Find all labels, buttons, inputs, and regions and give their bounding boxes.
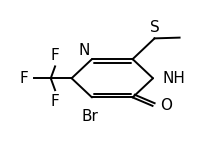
Text: Br: Br [81,109,98,124]
Text: F: F [51,48,59,63]
Text: F: F [51,94,59,109]
Text: N: N [79,43,90,58]
Text: S: S [150,20,159,35]
Text: F: F [19,71,28,86]
Text: O: O [160,98,172,113]
Text: NH: NH [162,71,185,86]
